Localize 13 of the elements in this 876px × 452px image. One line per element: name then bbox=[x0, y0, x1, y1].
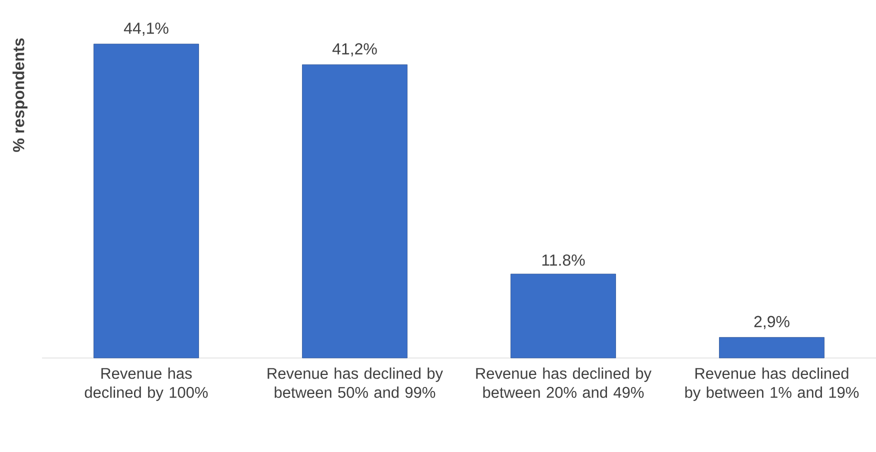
bar bbox=[510, 274, 616, 358]
x-tick-label: Revenue has declined by between 1% and 19% bbox=[685, 368, 859, 401]
bar bbox=[94, 44, 199, 358]
x-tick-label: Revenue has declined by between 50% and 99% bbox=[268, 368, 443, 398]
data-label: 11.8% bbox=[542, 254, 585, 266]
x-tick-label: Revenue has declined by between 20% and 49% bbox=[476, 368, 652, 398]
data-label: 44,1% bbox=[124, 22, 168, 36]
bar bbox=[719, 337, 824, 358]
x-tick-label: Revenue has declined by 100% bbox=[84, 368, 208, 401]
data-label: 2,9% bbox=[754, 316, 790, 330]
bar bbox=[302, 64, 408, 358]
data-label: 41,2% bbox=[332, 43, 377, 56]
y-axis-title: % respondents bbox=[12, 38, 28, 152]
